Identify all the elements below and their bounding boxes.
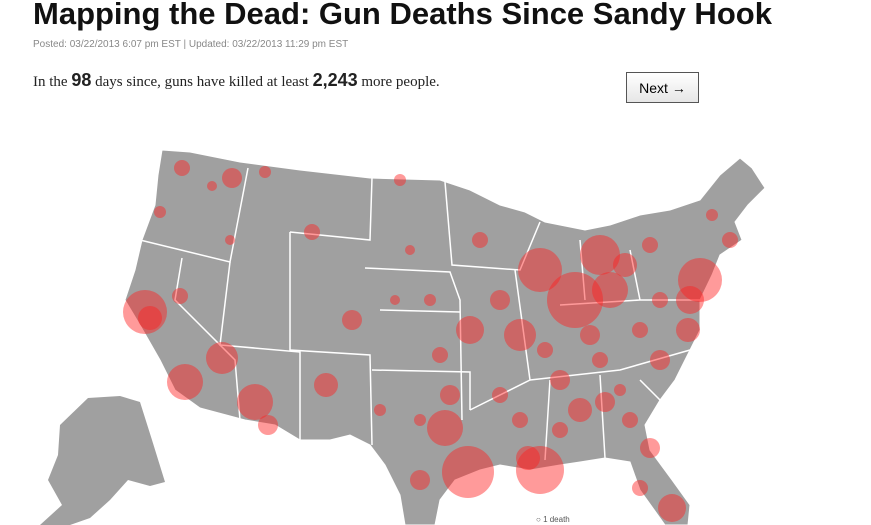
incident-dot [225, 235, 235, 245]
incident-dot [492, 387, 508, 403]
incident-dot [650, 350, 670, 370]
posted-line: Posted: 03/22/2013 6:07 pm EST | Updated… [33, 39, 349, 50]
usa-outline [124, 149, 766, 525]
incident-dot [706, 209, 718, 221]
incident-dot [427, 410, 463, 446]
intro: In the 98 days since, guns have killed a… [33, 70, 440, 91]
incident-dot [472, 232, 488, 248]
incident-dot [652, 292, 668, 308]
incident-dot [206, 342, 238, 374]
incident-dot [622, 412, 638, 428]
incident-dot [172, 288, 188, 304]
incident-dot [642, 237, 658, 253]
incident-dot [138, 306, 162, 330]
incident-dot [410, 470, 430, 490]
incident-dot [440, 385, 460, 405]
incident-dot [414, 414, 426, 426]
incident-dot [456, 316, 484, 344]
incident-dot [518, 248, 562, 292]
incident-dot [258, 415, 278, 435]
incident-dot [207, 181, 217, 191]
incident-dot [516, 446, 564, 494]
intro-text: days since, guns have killed at least [95, 74, 309, 90]
incident-dot [632, 322, 648, 338]
incident-dot [390, 295, 400, 305]
incident-dot [550, 370, 570, 390]
incident-dot [632, 480, 648, 496]
incident-dot [394, 174, 406, 186]
incident-dot [537, 342, 553, 358]
intro-text: more people. [361, 74, 440, 90]
incident-dot [342, 310, 362, 330]
incident-dot [595, 392, 615, 412]
incident-dot [592, 352, 608, 368]
incident-dot [432, 347, 448, 363]
incident-dot [405, 245, 415, 255]
incident-dot [490, 290, 510, 310]
legend-text: 1 death [543, 515, 570, 524]
incident-dot [442, 446, 494, 498]
incident-dot [259, 166, 271, 178]
incident-dot [613, 253, 637, 277]
incident-dot [658, 494, 686, 522]
incident-dot [237, 384, 273, 420]
incident-dot [640, 438, 660, 458]
incident-dot [314, 373, 338, 397]
incident-dot [676, 286, 704, 314]
incident-dot [424, 294, 436, 306]
incident-dot [580, 325, 600, 345]
alaska [40, 396, 165, 525]
incident-dot [167, 364, 203, 400]
incident-dot [580, 235, 620, 275]
incident-dot [547, 272, 603, 328]
incident-dot [592, 272, 628, 308]
incident-dot [123, 290, 167, 334]
incident-dot [614, 384, 626, 396]
incident-dot [512, 412, 528, 428]
incident-dot [374, 404, 386, 416]
incident-dot [568, 398, 592, 422]
incident-dot [174, 160, 190, 176]
incident-dot [516, 446, 540, 470]
incident-dot [722, 232, 738, 248]
incident-dot [222, 168, 242, 188]
incident-dot [676, 318, 700, 342]
incident-dot [678, 258, 722, 302]
next-button[interactable]: Next → [626, 72, 699, 103]
incident-dot [154, 206, 166, 218]
death-count: 2,243 [312, 70, 358, 90]
incident-dot [552, 422, 568, 438]
title: Mapping the Dead: Gun Deaths Since Sandy… [33, 0, 772, 31]
state-borders [139, 167, 700, 461]
incident-dot [504, 319, 536, 351]
intro-text: In the [33, 74, 68, 90]
days-count: 98 [71, 70, 92, 90]
legend-label: ○ 1 death [536, 515, 570, 524]
incident-dot [304, 224, 320, 240]
